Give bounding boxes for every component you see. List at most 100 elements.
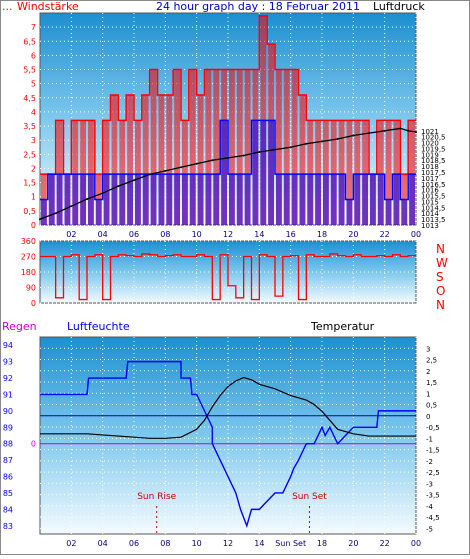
humidity-tick-label: 93 xyxy=(3,358,13,367)
average-wind-line-bar xyxy=(48,174,55,225)
pressure-point xyxy=(368,132,370,135)
pressure-point xyxy=(383,129,386,132)
average-wind-line-bar xyxy=(119,174,126,225)
temperature-axis-label: Temperatur xyxy=(310,320,375,333)
gust-line-bar xyxy=(229,69,235,226)
gust-line-bar xyxy=(127,94,133,226)
time-tick-label: 06 xyxy=(129,539,139,548)
wind-direction-line xyxy=(40,253,416,301)
pressure-tick-label: 1013,5 xyxy=(421,216,446,224)
temperature-tick-label: 1 xyxy=(426,390,430,398)
time-tick-label: 12 xyxy=(223,539,233,548)
pressure-point xyxy=(39,218,41,221)
direction-tick-label: 0 xyxy=(31,299,36,308)
sun-marker-label: Sun Rise xyxy=(137,492,176,502)
sun-annotations: Sun Rise Sun Set xyxy=(137,492,327,534)
gust-line-bar xyxy=(409,120,415,225)
direction-tick-label: 180 xyxy=(21,268,36,277)
average-wind-line-bar xyxy=(268,120,274,225)
temperature-tick-label: 1,5 xyxy=(426,379,437,387)
pressure-tick-label: 1017 xyxy=(421,175,439,183)
temperature-tick-label: -5 xyxy=(426,525,433,533)
pressure-tick-label: 1019 xyxy=(421,151,439,159)
temperature-tick-label: -3 xyxy=(426,480,433,488)
average-wind-line-bar xyxy=(158,174,165,225)
pressure-tick-label: 1020,5 xyxy=(421,134,446,142)
gust-line-bar xyxy=(315,120,321,225)
pressure-point xyxy=(274,148,276,151)
windspeed-tick-label: 5 xyxy=(31,80,36,89)
windspeed-tick-label: 4 xyxy=(31,108,36,117)
sun-marker-label: Sun Set xyxy=(292,492,327,502)
gust-line-bar xyxy=(330,120,337,225)
average-wind-line-bar xyxy=(229,174,235,225)
pressure-point xyxy=(148,173,151,176)
average-wind-line-bar xyxy=(409,174,415,225)
windspeed-tick-label: 2 xyxy=(31,164,36,173)
time-tick-label: 02 xyxy=(66,539,76,548)
temperature-series xyxy=(40,376,416,439)
temperature-tick-label: -3,5 xyxy=(426,492,440,500)
gust-line-bar xyxy=(119,120,126,225)
pressure-point xyxy=(133,179,135,182)
pressure-line xyxy=(39,127,417,220)
average-wind-line-bar xyxy=(72,174,79,225)
temperature-line xyxy=(40,376,416,439)
average-wind-line-bar xyxy=(346,199,353,225)
pressure-point xyxy=(164,169,167,172)
windspeed-tick-label: 1 xyxy=(31,193,36,202)
pressure-tick-label: 1014,5 xyxy=(421,204,446,212)
gust-line-bar xyxy=(135,120,141,225)
time-tick-label: 00 xyxy=(411,230,421,239)
pressure-point xyxy=(211,159,214,162)
time-tick-label: 16 xyxy=(286,230,296,239)
temperature-tick-label: -4,5 xyxy=(426,514,440,522)
pressure-point xyxy=(70,205,73,208)
temperature-tick-label: -1,5 xyxy=(426,447,440,455)
gust-line-bar xyxy=(362,120,368,225)
humidity-line xyxy=(40,360,416,529)
gust-line-bar xyxy=(174,69,180,226)
average-wind-line-bar xyxy=(385,199,392,225)
windspeed-tick-label: 2,5 xyxy=(23,150,36,159)
pressure-tick-label: 1016 xyxy=(421,187,439,195)
reference-lines: 0 xyxy=(31,415,416,449)
pressure-point xyxy=(415,130,417,133)
average-wind-line-bar xyxy=(401,199,408,225)
time-tick-label: Sun Set xyxy=(275,539,306,548)
average-wind-line-bar xyxy=(174,174,180,225)
direction-tick-label: 360 xyxy=(21,237,36,246)
pressure-point xyxy=(54,212,57,215)
compass-label: O xyxy=(436,284,445,298)
humidity-tick-label: 88 xyxy=(3,440,13,449)
pressure-tick-label: 1019,5 xyxy=(421,145,446,153)
pressure-point xyxy=(407,129,410,132)
time-tick-label: 14 xyxy=(254,539,264,548)
temperature-ticks: -5 -4,5 -4 -3,5 -3 -2,5 -2 -1,5 -1 -0,5 0 0,5 1 1,5 2 2… xyxy=(426,345,440,533)
temperature-tick-label: 3 xyxy=(426,345,430,353)
pressure-tick-label: 1018 xyxy=(421,163,439,171)
rain-time-ticks: 02 04 06 08 10 12 14 Sun Set 18 20 22 00 xyxy=(66,539,421,548)
chart-title: 24 hour graph day : 18 Februar 2011 xyxy=(156,0,360,13)
humidity-tick-label: 94 xyxy=(3,341,13,350)
gust-line-bar xyxy=(182,120,188,225)
average-wind-line-bar xyxy=(205,174,212,225)
pressure-tick-label: 1018,5 xyxy=(421,157,446,165)
pressure-point xyxy=(321,140,323,143)
windspeed-tick-label: 3 xyxy=(31,136,36,145)
pressure-point xyxy=(305,142,308,145)
average-wind-line-bar xyxy=(103,174,110,225)
average-wind-series xyxy=(40,119,416,225)
humidity-temperature-plot-area xyxy=(39,336,417,535)
gust-line-bar xyxy=(205,69,212,226)
windspeed-tick-label: 4,5 xyxy=(23,94,36,103)
pressure-point xyxy=(289,146,292,149)
windspeed-tick-label: 0,5 xyxy=(23,207,36,216)
humidity-tick-label: 89 xyxy=(3,423,13,432)
gust-line-bar xyxy=(80,120,86,225)
average-wind-line-bar xyxy=(307,174,314,225)
time-tick-label: 20 xyxy=(348,230,358,239)
windspeed-tick-label: 3,5 xyxy=(23,122,36,131)
time-tick-label: 14 xyxy=(254,230,264,239)
